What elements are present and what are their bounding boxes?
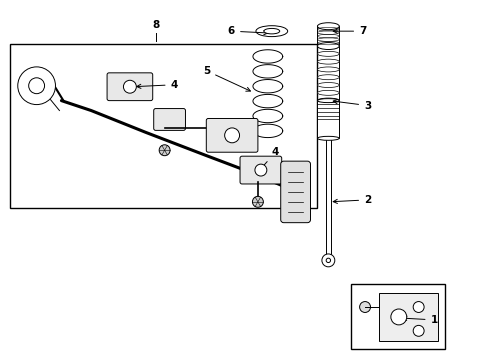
Ellipse shape [318,90,339,95]
FancyBboxPatch shape [240,156,282,184]
Ellipse shape [318,82,339,87]
Bar [318,100,339,138]
FancyBboxPatch shape [281,161,311,223]
Circle shape [322,254,335,267]
Ellipse shape [318,136,339,140]
Circle shape [391,309,407,325]
Text: 7: 7 [333,26,367,36]
FancyBboxPatch shape [107,73,153,100]
Text: 2: 2 [333,195,371,205]
Circle shape [159,145,170,156]
Circle shape [224,128,240,143]
Circle shape [123,80,136,93]
Text: 1: 1 [403,315,438,325]
Ellipse shape [318,99,339,103]
Text: 3: 3 [333,100,371,111]
Circle shape [326,258,331,262]
Bar [10,44,318,208]
Text: 4: 4 [261,147,279,169]
FancyBboxPatch shape [154,109,185,130]
Circle shape [413,325,424,336]
Ellipse shape [318,42,339,50]
Ellipse shape [318,98,339,103]
Circle shape [360,302,370,312]
Text: 6: 6 [228,26,268,36]
Ellipse shape [318,67,339,72]
Bar [351,284,445,349]
Text: 5: 5 [203,66,250,91]
Text: 8: 8 [152,20,159,30]
Ellipse shape [318,23,339,30]
Circle shape [252,196,263,207]
Bar [379,293,439,341]
Ellipse shape [318,44,339,49]
Circle shape [413,302,424,312]
Circle shape [18,67,55,105]
Ellipse shape [318,75,339,80]
FancyBboxPatch shape [206,118,258,152]
Ellipse shape [318,59,339,64]
Text: 4: 4 [137,80,178,90]
Ellipse shape [264,28,280,34]
Ellipse shape [318,51,339,56]
Ellipse shape [256,26,288,37]
Circle shape [29,78,45,94]
Circle shape [255,164,267,176]
